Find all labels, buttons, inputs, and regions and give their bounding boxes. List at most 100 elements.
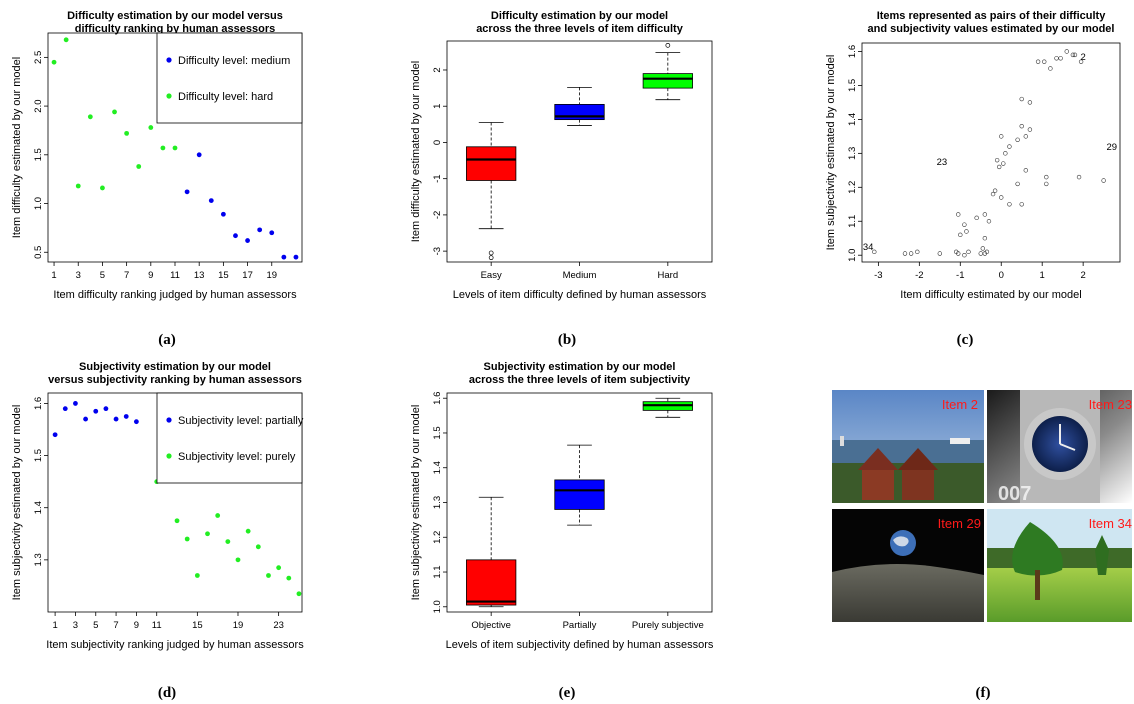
- item-label-23: 23: [937, 157, 948, 168]
- chart-title-a-line-1: Difficulty estimation by our model versu…: [67, 10, 283, 22]
- legend-marker-d-1: [166, 417, 172, 423]
- plot-frame-c: [861, 42, 1121, 263]
- y-tick-label-e: 1.1: [432, 565, 443, 578]
- data-point-c: [1101, 178, 1106, 183]
- data-point-a-series-2: [100, 185, 105, 191]
- y-tick-label-e: 1.6: [432, 392, 443, 405]
- data-point-d-series-2: [205, 531, 210, 537]
- data-point-c: [978, 251, 983, 256]
- item-label-34: 34: [863, 242, 874, 253]
- x-tick-label-d: 1: [52, 620, 57, 631]
- y-axis-label-c: Item subjectivity estimated by our model: [825, 55, 837, 251]
- x-tick-label-a: 5: [100, 270, 105, 281]
- chart-panel-e: Subjectivity estimation by our modelacro…: [410, 361, 714, 651]
- data-point-c: [1023, 168, 1029, 173]
- data-point-c: [974, 215, 979, 221]
- x-tick-label-b: Hard: [658, 270, 679, 281]
- legend-label-a-2: Difficulty level: hard: [178, 91, 273, 103]
- chart-title-c-line-1: Items represented as pairs of their diff…: [877, 10, 1107, 22]
- x-tick-label-b: Medium: [563, 270, 597, 281]
- data-point-c: [962, 222, 967, 227]
- x-tick-label-a: 17: [242, 270, 253, 281]
- data-point-c: [1027, 127, 1033, 132]
- y-tick-label-c: 1.1: [847, 215, 858, 228]
- data-point-d-series-1: [62, 406, 68, 412]
- item-label-29: 29: [1107, 142, 1118, 153]
- y-tick-label-b: -2: [432, 211, 443, 219]
- x-tick-label-d: 11: [152, 620, 162, 631]
- box-partially: [554, 479, 605, 510]
- legend-box-d: [156, 392, 303, 484]
- x-tick-label-e: Objective: [471, 620, 511, 631]
- x-axis-label-c: Item difficulty estimated by our model: [900, 289, 1081, 301]
- y-tick-label-c: 1.3: [847, 147, 858, 160]
- data-point-c: [984, 249, 990, 255]
- y-tick-label-d: 1.3: [33, 553, 44, 566]
- x-tick-label-a: 13: [194, 270, 205, 281]
- legend-marker-d-2: [166, 453, 172, 459]
- data-point-a-series-1: [184, 189, 190, 195]
- box-easy: [466, 146, 517, 181]
- y-tick-label-b: 1: [432, 104, 443, 109]
- y-tick-label-a: 1.0: [33, 197, 44, 210]
- data-point-c: [1007, 202, 1012, 207]
- legend-label-d-2: Subjectivity level: purely: [178, 451, 296, 463]
- x-tick-label-c: 1: [1040, 270, 1045, 281]
- x-tick-label-d: 3: [73, 620, 78, 631]
- data-point-c: [1044, 181, 1049, 187]
- y-tick-label-b: 2: [432, 67, 443, 72]
- data-point-c: [958, 232, 963, 238]
- data-point-a-series-1: [208, 198, 214, 204]
- y-axis-label-e: Item subjectivity estimated by our model: [410, 405, 422, 601]
- photo-caption-item-23: Item 23: [1089, 397, 1132, 412]
- data-point-c: [1019, 96, 1024, 102]
- data-point-c: [990, 191, 996, 197]
- data-point-a-series-2: [172, 145, 178, 151]
- y-tick-label-a: 0.5: [33, 246, 44, 259]
- y-tick-label-b: -1: [432, 174, 443, 182]
- data-point-a-series-2: [124, 130, 130, 136]
- x-tick-label-e: Purely subjective: [632, 620, 704, 631]
- data-point-a-series-1: [293, 254, 299, 260]
- data-point-a-series-2: [87, 114, 93, 120]
- data-point-d-series-2: [266, 573, 271, 578]
- y-tick-label-e: 1.2: [432, 531, 443, 544]
- y-tick-label-b: -3: [432, 247, 443, 255]
- data-point-a-series-2: [148, 125, 154, 130]
- subfigure-label-a: (a): [158, 332, 176, 348]
- y-tick-label-e: 1.5: [432, 426, 443, 439]
- y-tick-label-c: 1.5: [847, 79, 858, 92]
- photo-item-34: Item 34: [987, 509, 1132, 622]
- photo-item-23: 007 Item 23: [987, 390, 1132, 505]
- subfigure-label-b: (b): [558, 332, 576, 348]
- x-tick-label-c: -2: [915, 270, 923, 281]
- data-point-a-series-2: [63, 37, 69, 43]
- data-point-c: [1054, 56, 1059, 61]
- box-outlier-easy: [488, 250, 494, 256]
- x-tick-label-a: 19: [266, 270, 277, 281]
- subfigure-label-e: (e): [559, 685, 576, 701]
- photo-item-2: Item 2: [832, 390, 984, 503]
- data-point-c: [1027, 100, 1033, 105]
- photo-item-29: Item 29: [832, 509, 984, 622]
- data-point-a-series-2: [75, 183, 81, 189]
- data-point-c: [956, 251, 961, 256]
- data-point-c: [1015, 181, 1020, 187]
- data-point-c: [986, 219, 992, 224]
- data-point-c: [1015, 137, 1020, 142]
- data-point-a-series-1: [220, 211, 226, 217]
- data-point-a-series-2: [51, 59, 57, 65]
- data-point-c: [1078, 59, 1084, 64]
- data-point-c: [937, 251, 943, 256]
- y-tick-label-b: 0: [432, 140, 443, 145]
- legend-marker-a-1: [166, 57, 172, 63]
- subfigure-label-f: (f): [976, 685, 991, 701]
- x-tick-label-d: 5: [93, 620, 98, 631]
- data-point-c: [1019, 123, 1024, 129]
- data-point-c: [982, 236, 988, 241]
- data-point-d-series-2: [296, 591, 302, 597]
- chart-panel-a: Difficulty estimation by our model versu…: [11, 10, 303, 301]
- y-tick-label-c: 1.6: [847, 45, 858, 58]
- y-tick-label-a: 1.5: [33, 148, 44, 161]
- photo-caption-item-29: Item 29: [938, 516, 981, 531]
